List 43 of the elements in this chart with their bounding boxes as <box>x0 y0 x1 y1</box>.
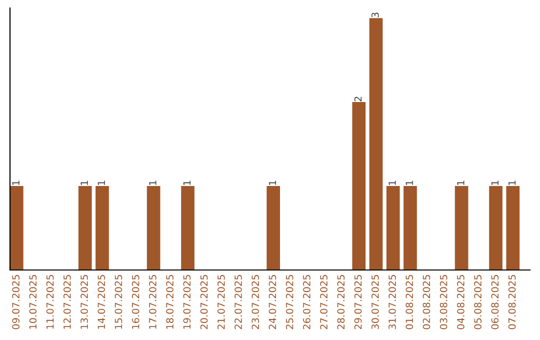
x-tick-label: 14.07.2025 <box>98 275 106 329</box>
x-tick-label: 30.07.2025 <box>371 275 379 330</box>
x-tick-label: 27.07.2025 <box>320 275 328 330</box>
data-label: 1 <box>491 180 498 185</box>
x-tick-label: 11.07.2025 <box>46 275 54 329</box>
data-label: 1 <box>183 180 190 185</box>
x-tick-label: 06.08.2025 <box>491 275 499 330</box>
x-tick-label: 12.07.2025 <box>63 275 71 329</box>
x-tick-label: 17.07.2025 <box>149 275 156 329</box>
x-tick-label: 13.07.2025 <box>80 275 88 329</box>
x-tick-label: 19.07.2025 <box>183 275 191 329</box>
x-tick-label: 02.08.2025 <box>422 275 430 330</box>
x-tick-label: 21.07.2025 <box>217 275 225 330</box>
data-label: 2 <box>354 96 362 102</box>
data-label: 1 <box>406 180 413 185</box>
x-tick-label: 18.07.2025 <box>166 275 174 329</box>
x-tick-label: 01.08.2025 <box>406 275 414 330</box>
x-tick-label: 31.07.2025 <box>388 275 396 330</box>
x-tick-label: 03.08.2025 <box>440 275 448 330</box>
x-tick-label: 29.07.2025 <box>354 275 362 330</box>
data-label: 1 <box>12 180 20 185</box>
x-tick-label: 28.07.2025 <box>337 275 345 330</box>
x-tick-label: 10.07.2025 <box>29 275 37 329</box>
x-tick-label: 25.07.2025 <box>286 275 294 330</box>
x-tick-label: 04.08.2025 <box>457 275 464 330</box>
data-label: 1 <box>508 180 516 185</box>
x-tick-label: 16.07.2025 <box>132 275 140 329</box>
x-tick-label: 15.07.2025 <box>114 275 122 329</box>
x-tick-label: 26.07.2025 <box>303 275 310 330</box>
data-label: 1 <box>149 180 156 185</box>
x-tick-label: 07.08.2025 <box>508 275 516 330</box>
x-tick-label: 22.07.2025 <box>234 275 242 330</box>
x-tick-label: 09.07.2025 <box>12 275 20 330</box>
data-label: 1 <box>457 180 464 185</box>
data-label: 1 <box>80 180 88 185</box>
data-label: 1 <box>268 180 276 185</box>
x-tick-label: 20.07.2025 <box>200 275 208 330</box>
x-tick-label: 24.07.2025 <box>268 275 276 330</box>
x-tick-label: 05.08.2025 <box>474 275 482 330</box>
data-label: 3 <box>371 12 379 18</box>
data-label: 1 <box>388 180 396 185</box>
x-tick-label: 23.07.2025 <box>252 275 260 330</box>
data-label: 1 <box>98 180 105 185</box>
